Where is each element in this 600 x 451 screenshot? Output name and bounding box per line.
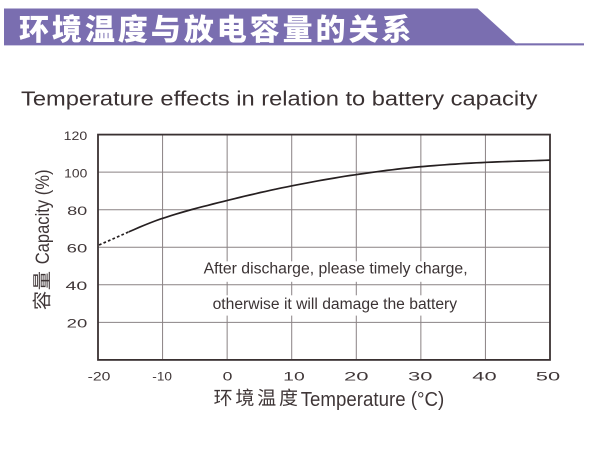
svg-text:50: 50: [536, 369, 561, 383]
svg-text:10: 10: [283, 369, 305, 383]
svg-text:60: 60: [67, 242, 88, 256]
svg-text:30: 30: [408, 369, 433, 383]
svg-text:Capacity (%): Capacity (%): [33, 170, 54, 265]
svg-text:After discharge, please timely: After discharge, please timely charge,: [204, 260, 468, 277]
svg-text:120: 120: [64, 129, 88, 143]
svg-text:20: 20: [344, 369, 369, 383]
svg-text:0: 0: [223, 369, 233, 383]
svg-text:20: 20: [67, 317, 88, 331]
svg-text:80: 80: [67, 204, 88, 218]
svg-text:otherwise it will damage the b: otherwise it will damage the battery: [213, 296, 458, 313]
svg-text:40: 40: [472, 369, 497, 383]
svg-text:100: 100: [64, 166, 87, 180]
svg-text:-10: -10: [152, 369, 172, 383]
svg-text:Temperature effects in relatio: Temperature effects in relation to batte…: [21, 89, 538, 111]
svg-text:-20: -20: [88, 369, 111, 383]
svg-text:40: 40: [66, 279, 88, 293]
svg-text:Temperature (°C): Temperature (°C): [301, 389, 445, 411]
